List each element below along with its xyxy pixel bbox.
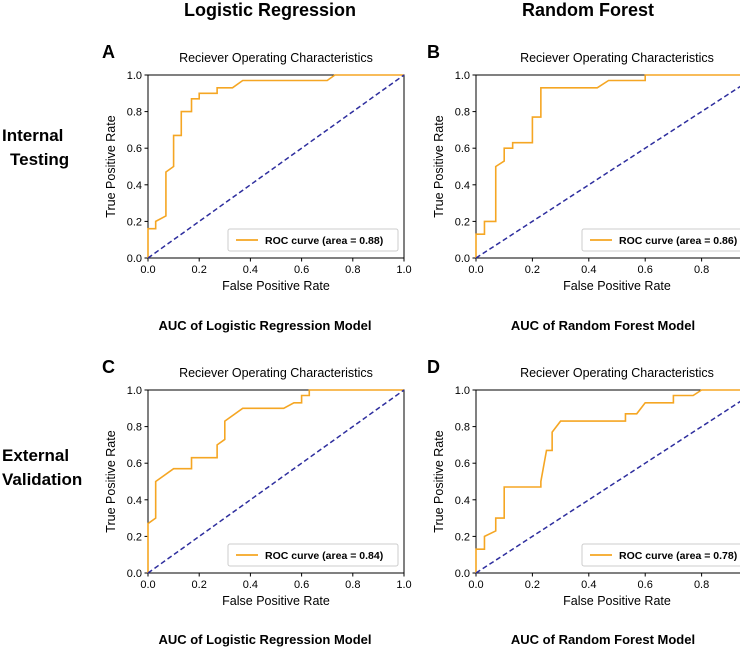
y-tick-label-c: 1.0 — [127, 385, 142, 397]
y-tick-label-b: 1.0 — [455, 70, 470, 82]
x-tick-label-d: 0.6 — [638, 579, 653, 591]
x-tick-label-c: 0.4 — [243, 579, 258, 591]
panel-letter-d: D — [427, 357, 440, 377]
x-tick-label-b: 0.8 — [694, 264, 709, 276]
y-tick-label-c: 0.2 — [127, 531, 142, 543]
legend-label-c: ROC curve (area = 0.84) — [265, 550, 383, 562]
y-tick-label-c: 0.6 — [127, 458, 142, 470]
x-tick-label-a: 1.0 — [396, 264, 411, 276]
chance-diagonal-d — [475, 400, 740, 574]
caption-panel-d: AUC of Random Forest Model — [510, 632, 696, 647]
y-tick-label-d: 0.2 — [455, 531, 470, 543]
chance-diagonal-c — [147, 389, 405, 574]
y-tick-label-a: 0.0 — [127, 253, 142, 265]
x-tick-label-a: 0.8 — [345, 264, 360, 276]
caption-panel-c: AUC of Logistic Regression Model — [158, 632, 372, 647]
y-tick-label-a: 0.8 — [127, 107, 142, 119]
row-title-external-validation: External Validation — [2, 444, 92, 492]
chart-title-c: Reciever Operating Characteristics — [179, 366, 373, 380]
x-tick-label-c: 0.6 — [294, 579, 309, 591]
x-axis-label-a: False Positive Rate — [222, 279, 330, 293]
y-tick-label-c: 0.0 — [127, 568, 142, 580]
y-axis-label-a: True Positive Rate — [104, 115, 118, 217]
chance-diagonal-a — [147, 74, 405, 259]
x-tick-label-a: 0.6 — [294, 264, 309, 276]
y-tick-label-b: 0.4 — [455, 180, 470, 192]
caption-panel-a: AUC of Logistic Regression Model — [158, 318, 372, 333]
chart-title-a: Reciever Operating Characteristics — [179, 51, 373, 65]
panel-letter-b: B — [427, 42, 440, 62]
x-tick-label-d: 0.8 — [694, 579, 709, 591]
roc-curve-c — [147, 389, 404, 573]
y-tick-label-b: 0.0 — [455, 253, 470, 265]
panel-letter-a: A — [102, 42, 115, 62]
y-tick-label-d: 0.8 — [455, 422, 470, 434]
x-tick-label-d: 0.4 — [581, 579, 596, 591]
y-tick-label-b: 0.8 — [455, 107, 470, 119]
row-title-internal-line1: Internal — [2, 126, 64, 145]
plot-frame-a — [147, 74, 405, 259]
y-tick-label-a: 1.0 — [127, 70, 142, 82]
plot-frame-c — [147, 389, 405, 574]
row-title-external-line1: External — [2, 446, 70, 465]
legend-box-d — [581, 543, 740, 567]
x-tick-label-a: 0.0 — [140, 264, 155, 276]
y-tick-label-b: 0.6 — [455, 143, 470, 155]
column-title-random-forest: Random Forest — [521, 0, 654, 20]
x-tick-label-a: 0.2 — [192, 264, 207, 276]
y-tick-label-d: 0.6 — [455, 458, 470, 470]
chart-title-b: Reciever Operating Characteristics — [520, 51, 714, 65]
y-axis-label-b: True Positive Rate — [432, 115, 446, 217]
row-title-internal-line2: Testing — [10, 150, 70, 169]
x-tick-label-c: 0.2 — [192, 579, 207, 591]
x-tick-label-d: 0.2 — [525, 579, 540, 591]
row-title-external-line2: Validation — [2, 470, 83, 489]
x-tick-label-b: 0.6 — [638, 264, 653, 276]
row-title-internal-testing: Internal Testing — [2, 124, 92, 172]
y-tick-label-c: 0.4 — [127, 495, 142, 507]
x-axis-label-d: False Positive Rate — [563, 594, 671, 608]
legend-label-b: ROC curve (area = 0.86) — [619, 235, 737, 247]
roc-curve-a — [147, 74, 404, 258]
y-tick-label-a: 0.2 — [127, 216, 142, 228]
y-tick-label-b: 0.2 — [455, 216, 470, 228]
legend-box-c — [227, 543, 399, 567]
legend-box-a — [227, 228, 399, 252]
panel-letter-c: C — [102, 357, 115, 377]
chart-title-d: Reciever Operating Characteristics — [520, 366, 714, 380]
column-title-logistic-regression: Logistic Regression — [183, 0, 357, 20]
plot-frame-d — [475, 389, 740, 574]
x-tick-label-a: 0.4 — [243, 264, 258, 276]
roc-curve-d — [475, 389, 740, 573]
y-axis-label-d: True Positive Rate — [432, 430, 446, 532]
x-tick-label-d: 0.0 — [468, 579, 483, 591]
legend-label-a: ROC curve (area = 0.88) — [265, 235, 383, 247]
y-axis-label-c: True Positive Rate — [104, 430, 118, 532]
y-tick-label-a: 0.6 — [127, 143, 142, 155]
plot-frame-b — [475, 74, 740, 259]
legend-label-d: ROC curve (area = 0.78) — [619, 550, 737, 562]
chance-diagonal-b — [475, 85, 740, 259]
y-tick-label-c: 0.8 — [127, 422, 142, 434]
x-tick-label-b: 0.0 — [468, 264, 483, 276]
x-axis-label-b: False Positive Rate — [563, 279, 671, 293]
x-tick-label-c: 1.0 — [396, 579, 411, 591]
y-tick-label-a: 0.4 — [127, 180, 142, 192]
x-tick-label-c: 0.8 — [345, 579, 360, 591]
x-axis-label-c: False Positive Rate — [222, 594, 330, 608]
y-tick-label-d: 0.0 — [455, 568, 470, 580]
x-tick-label-b: 0.2 — [525, 264, 540, 276]
roc-curve-b — [475, 74, 740, 258]
legend-box-b — [581, 228, 740, 252]
y-tick-label-d: 1.0 — [455, 385, 470, 397]
x-tick-label-c: 0.0 — [140, 579, 155, 591]
caption-panel-b: AUC of Random Forest Model — [510, 318, 696, 333]
x-tick-label-b: 0.4 — [581, 264, 596, 276]
y-tick-label-d: 0.4 — [455, 495, 470, 507]
